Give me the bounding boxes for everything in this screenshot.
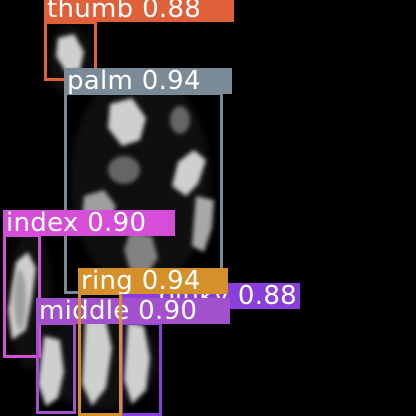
pinky-score: 0.88: [237, 283, 297, 309]
middle-tag: middle 0.90: [36, 298, 230, 324]
index-label: index: [6, 210, 79, 236]
palm-score: 0.94: [141, 68, 201, 94]
ring-score: 0.94: [141, 268, 201, 294]
thumb-tag: thumb 0.88: [44, 0, 234, 22]
middle-bbox: [36, 322, 76, 414]
ring-bbox: [78, 292, 122, 416]
ring-tag: ring 0.94: [78, 268, 228, 294]
palm-label: palm: [67, 68, 134, 94]
thumb-label: thumb: [47, 0, 134, 22]
palm-bbox: [64, 92, 223, 294]
ring-label: ring: [81, 268, 134, 294]
thumb-score: 0.88: [142, 0, 202, 22]
pinky-bbox: [120, 322, 162, 416]
index-tag: index 0.90: [3, 210, 175, 236]
palm-tag: palm 0.94: [64, 68, 232, 94]
index-score: 0.90: [87, 210, 147, 236]
middle-score: 0.90: [138, 298, 198, 324]
middle-label: middle: [39, 298, 130, 324]
